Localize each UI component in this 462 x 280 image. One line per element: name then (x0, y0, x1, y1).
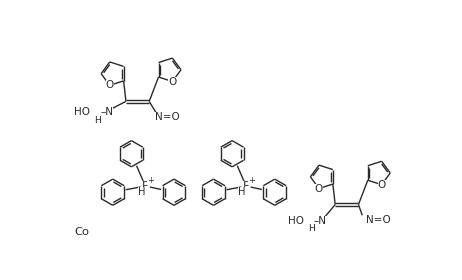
Text: O: O (106, 80, 114, 90)
Text: HO: HO (288, 216, 304, 226)
Text: –N: –N (314, 216, 327, 226)
Text: H: H (238, 187, 246, 197)
Text: P: P (142, 181, 149, 191)
Text: N=O: N=O (366, 215, 391, 225)
Text: +: + (147, 176, 154, 185)
Text: H: H (309, 224, 316, 233)
Text: N=O: N=O (155, 112, 179, 122)
Text: +: + (248, 176, 255, 185)
Text: O: O (168, 76, 176, 87)
Text: P: P (243, 181, 249, 191)
Text: H: H (95, 116, 102, 125)
Text: HO: HO (74, 107, 90, 117)
Text: O: O (315, 183, 323, 193)
Text: O: O (377, 180, 386, 190)
Text: Co: Co (75, 227, 90, 237)
Text: –N: –N (100, 107, 113, 117)
Text: H: H (138, 187, 145, 197)
